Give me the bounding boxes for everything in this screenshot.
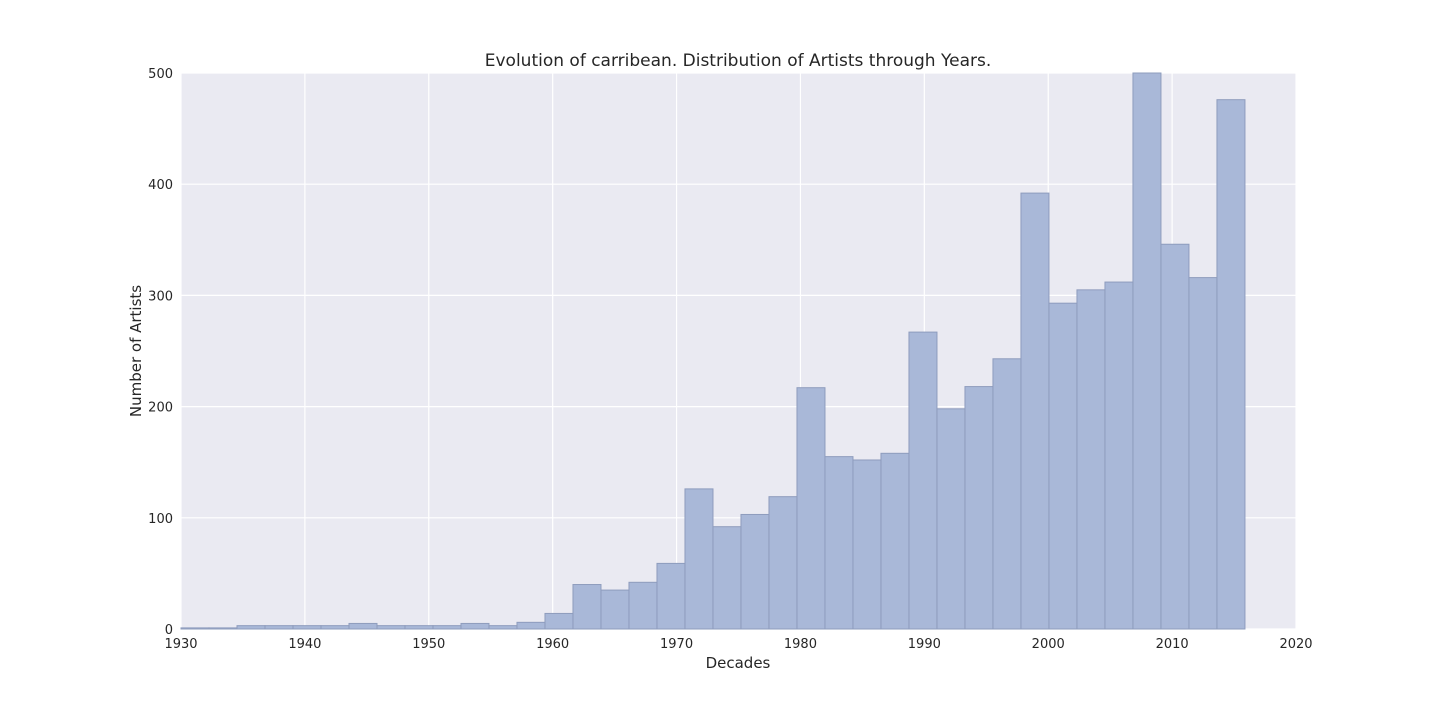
histogram-bar <box>740 513 770 630</box>
histogram-bar <box>292 625 322 630</box>
histogram-bar <box>516 621 546 630</box>
histogram-bar <box>936 408 966 630</box>
histogram-bar <box>460 622 490 630</box>
histogram-bar <box>1216 99 1246 630</box>
histogram-bar <box>684 488 714 630</box>
chart-title: Evolution of carribean. Distribution of … <box>485 51 992 71</box>
y-tick-label: 0 <box>165 623 173 638</box>
x-tick-label: 2000 <box>1032 637 1065 652</box>
histogram-bar <box>824 456 854 630</box>
histogram-bar <box>320 625 350 630</box>
histogram-bar <box>1160 243 1190 630</box>
y-tick-label: 100 <box>148 512 173 527</box>
histogram-bar <box>208 627 238 630</box>
histogram-bar <box>600 589 630 630</box>
histogram-bar <box>964 386 994 630</box>
histogram-bar <box>796 387 826 630</box>
x-tick-label: 2020 <box>1279 637 1312 652</box>
histogram-bar <box>880 452 910 630</box>
histogram-bar <box>348 622 378 630</box>
histogram-bar <box>712 526 742 630</box>
histogram-bar <box>236 625 266 630</box>
histogram-bar <box>404 625 434 630</box>
histogram-bar <box>1076 289 1106 630</box>
histogram-bar <box>1188 277 1218 630</box>
histogram-bar <box>432 625 462 630</box>
x-tick-label: 2010 <box>1156 637 1189 652</box>
x-tick-label: 1970 <box>660 637 693 652</box>
x-tick-label: 1940 <box>288 637 321 652</box>
histogram-bar <box>376 625 406 630</box>
x-tick-label: 1990 <box>908 637 941 652</box>
x-tick-label: 1960 <box>536 637 569 652</box>
histogram-bars <box>180 72 1246 630</box>
y-tick-label: 500 <box>148 67 173 82</box>
histogram-bar <box>628 581 658 630</box>
histogram-bar <box>1020 192 1050 630</box>
histogram-bar <box>656 562 686 630</box>
histogram-bar <box>572 584 602 630</box>
x-tick-label: 1980 <box>784 637 817 652</box>
histogram-bar <box>768 496 798 630</box>
histogram-bar <box>264 625 294 630</box>
x-tick-labels: 1930 1940 1950 1960 1970 1980 1990 2000 2010 2020 <box>164 637 1312 652</box>
histogram-bar <box>992 358 1022 630</box>
histogram-bar <box>1132 72 1162 630</box>
histogram-bar <box>180 627 210 630</box>
y-axis-label: Number of Artists <box>127 285 145 417</box>
y-tick-labels: 0 100 200 300 400 500 <box>148 67 173 638</box>
x-tick-label: 1950 <box>412 637 445 652</box>
y-tick-label: 300 <box>148 289 173 304</box>
histogram-bar <box>488 625 518 630</box>
histogram-bar <box>544 612 574 630</box>
x-tick-label: 1930 <box>164 637 197 652</box>
histogram-bar <box>852 459 882 630</box>
y-tick-label: 200 <box>148 401 173 416</box>
x-axis-label: Decades <box>706 654 771 672</box>
histogram-bar <box>908 331 938 630</box>
y-tick-label: 400 <box>148 178 173 193</box>
histogram-bar <box>1104 281 1134 630</box>
histogram-bar <box>1048 302 1078 630</box>
